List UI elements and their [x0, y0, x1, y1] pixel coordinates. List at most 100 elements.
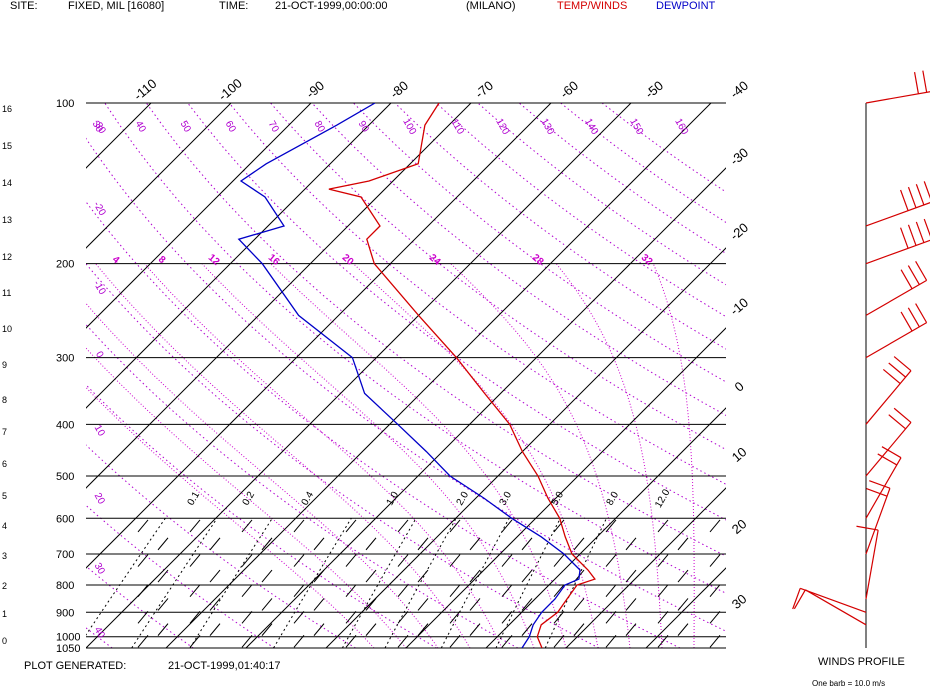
wind-barb-staff — [800, 587, 867, 613]
guide-dash — [501, 554, 513, 567]
left-adiabat-label: 20 — [92, 491, 107, 507]
wind-barb-staff — [865, 422, 912, 477]
guide-dash — [137, 584, 149, 598]
guide-dash — [137, 634, 149, 648]
left-adiabat-label: -20 — [91, 200, 108, 218]
guide-dash — [709, 554, 721, 567]
guide-dash — [501, 634, 513, 648]
dry-adiabat-label: 50 — [178, 119, 193, 135]
mixing-ratio-label: 0.2 — [241, 490, 258, 508]
mixing-ratio-label: 1.0 — [385, 490, 402, 508]
moist-adiabat-line — [555, 263, 663, 648]
winds-profile-panel — [792, 70, 930, 648]
guide-dash — [209, 623, 221, 636]
pressure-tick-label: 1050 — [56, 643, 80, 655]
mixing-ratio-line — [86, 518, 166, 636]
guide-dash — [709, 611, 721, 624]
guide-dash — [625, 569, 637, 583]
height-tick-label: 9 — [2, 360, 7, 370]
guide-dash — [417, 623, 429, 636]
wind-barb-staff — [865, 239, 930, 265]
guide-dash — [261, 537, 273, 551]
guide-dash — [157, 537, 169, 551]
temperature-legend: TEMP/WINDS — [557, 0, 628, 12]
mixing-ratio-line — [131, 518, 218, 648]
guide-dash — [553, 519, 565, 533]
left-adiabat-label: 10 — [92, 423, 107, 439]
isotherm-label: -100 — [215, 75, 245, 103]
guide-dash — [605, 519, 617, 533]
guide-dash — [573, 537, 585, 551]
moist-adiabat-label: 12 — [206, 252, 222, 268]
guide-dash — [417, 598, 429, 611]
isotherm-label: -40 — [727, 78, 751, 102]
guide-dash — [241, 584, 253, 598]
isotherm-line — [405, 327, 726, 648]
mixing-ratio-lines — [86, 518, 607, 648]
guide-dash — [189, 584, 201, 598]
moist-adiabats — [86, 263, 695, 648]
height-tick-label: 5 — [2, 491, 7, 501]
pressure-tick-label: 800 — [56, 580, 74, 592]
isotherm-label: -80 — [387, 78, 411, 102]
guide-dash — [241, 519, 253, 533]
guide-dash — [730, 538, 740, 550]
wind-barb-staff — [805, 589, 867, 626]
guide-dash — [657, 611, 669, 624]
isotherm-label: 20 — [729, 516, 750, 537]
wind-barb-flag — [913, 71, 919, 94]
isotherm-line — [86, 103, 312, 329]
guide-dash — [730, 624, 740, 636]
guide-dash — [521, 623, 533, 636]
guide-dash — [625, 537, 637, 551]
height-tick-label: 14 — [2, 178, 12, 188]
guide-dash — [261, 569, 273, 583]
guide-dash — [209, 598, 221, 611]
moist-adiabat-line — [144, 263, 503, 648]
guide-dash — [709, 519, 721, 533]
wind-barb-flag — [793, 589, 806, 610]
dry-adiabat-line — [86, 323, 519, 648]
isotherm-line — [645, 567, 726, 648]
temperature-profile-line — [328, 103, 596, 648]
moist-adiabat-label: 4 — [110, 254, 122, 266]
skewt-diagram: 1002003004005006007008009001000105016151… — [2, 75, 751, 655]
guide-dash — [313, 569, 325, 583]
sounding-profiles — [237, 103, 596, 648]
mixing-ratio-label: 12.0 — [653, 487, 672, 510]
dry-adiabat-line — [353, 103, 726, 383]
dry-adiabat-label: 130 — [538, 117, 556, 137]
wind-barb-flag — [907, 265, 920, 285]
moist-adiabat-line — [270, 263, 567, 648]
wind-barb-flag — [888, 414, 906, 430]
dry-adiabat-line — [560, 103, 726, 224]
wind-barb-flag — [900, 311, 913, 332]
wind-barb-flag — [900, 227, 909, 249]
guide-dash — [293, 584, 305, 598]
pressure-tick-label: 600 — [56, 513, 74, 525]
guide-dash — [521, 598, 533, 611]
guide-dash — [241, 554, 253, 567]
isotherm-label: 0 — [732, 378, 747, 394]
dry-adiabat-label: 40 — [133, 119, 148, 135]
time-label: TIME: — [219, 0, 249, 12]
station-name: (MILANO) — [466, 0, 516, 12]
dry-adiabat-label: 140 — [582, 117, 600, 137]
guide-dash — [365, 598, 377, 611]
time-value: 21-OCT-1999,00:00:00 — [275, 0, 388, 12]
isotherm-line — [725, 647, 726, 648]
wind-barb-flag — [893, 407, 912, 423]
wind-barb-flag — [900, 189, 909, 211]
pressure-tick-label: 500 — [56, 471, 74, 483]
wind-barb-flag — [915, 184, 925, 206]
height-tick-label: 4 — [2, 521, 7, 531]
site-value: FIXED, MIL [16080] — [68, 0, 165, 12]
guide-dash — [345, 584, 357, 598]
guide-dash — [293, 519, 305, 533]
guide-dash — [730, 570, 740, 582]
guide-dash — [605, 611, 617, 624]
wind-barb-flag — [915, 261, 928, 281]
guide-dash — [553, 611, 565, 624]
isotherm-label: -50 — [642, 78, 666, 102]
guide-dash — [189, 519, 201, 533]
